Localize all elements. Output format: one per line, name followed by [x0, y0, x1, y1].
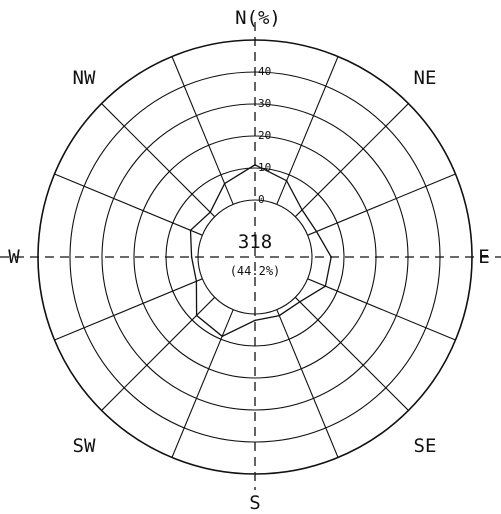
- calm-percent-label: (44.2%): [230, 264, 281, 278]
- data-point-nnw: [223, 182, 226, 185]
- grid-spoke: [54, 173, 203, 236]
- grid-spoke: [54, 278, 203, 341]
- data-point-wnw: [189, 229, 192, 232]
- direction-label-se: SE: [414, 435, 437, 457]
- direction-label-s: S: [249, 492, 260, 514]
- data-point-ese: [324, 285, 327, 288]
- data-point-wsw: [195, 280, 198, 283]
- calm-center: 318 (44.2%): [230, 231, 281, 278]
- radial-tick-label: 40: [258, 65, 271, 78]
- grid-spoke: [171, 56, 234, 205]
- radial-tick-label: 20: [258, 129, 271, 142]
- direction-labels: N(%) NE E SE S SW W NW: [8, 7, 489, 514]
- data-point-n: [254, 164, 256, 166]
- data-point-ssw: [221, 335, 223, 338]
- grid-spoke: [307, 173, 456, 236]
- radial-tick-label: 10: [258, 161, 271, 174]
- grid-spoke: [307, 278, 456, 341]
- grid-spoke: [294, 103, 409, 218]
- data-point-e: [330, 256, 333, 258]
- grid-spoke: [276, 56, 339, 205]
- grid-spoke: [294, 296, 409, 411]
- direction-label-n: N(%): [235, 7, 281, 29]
- data-point-w: [190, 256, 193, 258]
- radial-tick-label: 0: [258, 193, 265, 206]
- grid-spoke: [171, 309, 234, 458]
- grid-spoke: [101, 296, 216, 411]
- compass-axes: [0, 22, 501, 490]
- data-point-nne: [285, 179, 288, 182]
- data-point-ene: [315, 230, 318, 233]
- direction-label-ne: NE: [414, 67, 437, 89]
- direction-label-nw: NW: [73, 67, 96, 89]
- direction-label-e: E: [478, 246, 489, 268]
- calm-count-label: 318: [238, 231, 272, 253]
- data-point-ne: [301, 209, 303, 211]
- data-point-se: [299, 301, 301, 303]
- grid-spoke: [276, 309, 339, 458]
- radial-tick-labels: 0 10 20 30 40: [258, 65, 271, 206]
- direction-label-sw: SW: [73, 435, 96, 457]
- data-series: [189, 164, 333, 338]
- direction-label-w: W: [8, 246, 20, 268]
- data-point-sw: [195, 314, 198, 317]
- grid-spoke: [101, 103, 216, 218]
- data-point-nw: [209, 211, 211, 213]
- data-point-s: [254, 319, 256, 322]
- radial-tick-label: 30: [258, 97, 271, 110]
- data-point-sse: [278, 314, 281, 317]
